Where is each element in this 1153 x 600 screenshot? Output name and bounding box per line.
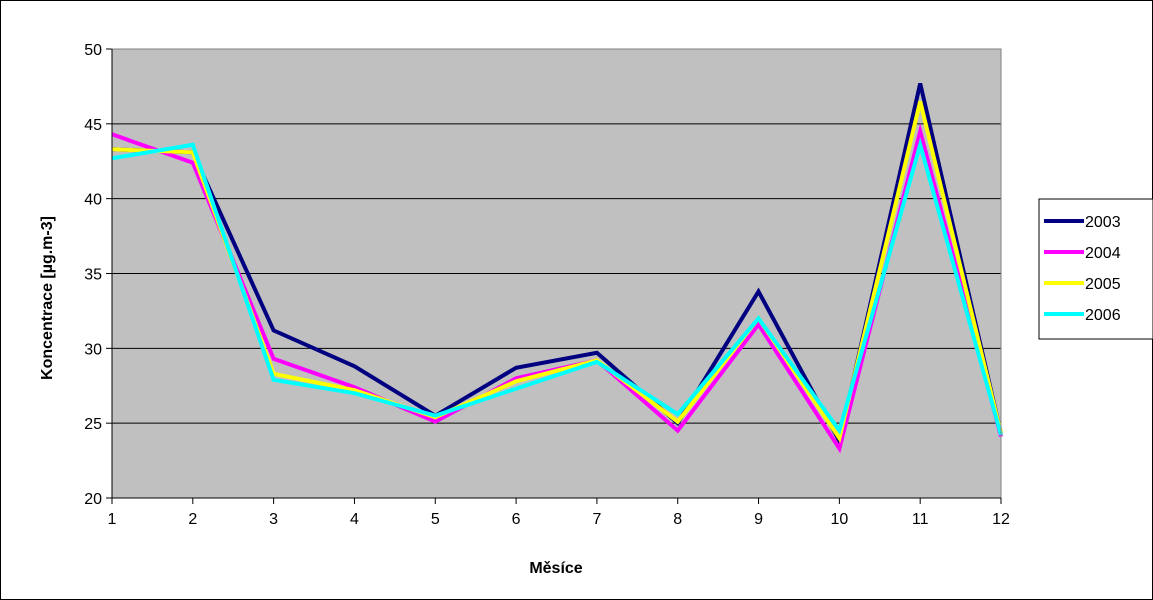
y-tick-label: 35	[84, 267, 102, 284]
x-tick-label: 2	[188, 511, 197, 528]
x-tick-label: 4	[350, 511, 359, 528]
legend-label: 2005	[1085, 276, 1121, 293]
series-line-2006	[111, 137, 1003, 436]
y-tick-label: 45	[84, 117, 102, 134]
legend-label: 2006	[1085, 307, 1121, 324]
legend-label: 2004	[1085, 245, 1121, 262]
x-tick-labels: 1 2 3 4 5 6 7 8 9 10 11 12	[108, 511, 1010, 528]
x-tick-label: 11	[912, 511, 929, 528]
x-tick-label: 12	[992, 511, 1010, 528]
y-axis-title: Koncentrace [µg.m-3]	[39, 216, 56, 380]
y-tick-label: 40	[84, 192, 102, 209]
y-tick-label: 30	[84, 341, 102, 358]
x-axis-title: Měsíce	[529, 560, 582, 577]
axes	[106, 48, 1002, 504]
x-tick-label: 8	[673, 511, 682, 528]
x-tick-label: 7	[592, 511, 601, 528]
x-tick-label: 9	[754, 511, 763, 528]
x-tick-label: 5	[431, 511, 440, 528]
x-tick-label: 1	[108, 511, 117, 528]
x-tick-label: 3	[269, 511, 278, 528]
x-tick-label: 6	[512, 511, 521, 528]
y-tick-labels: 20 25 30 35 40 45 50	[84, 42, 102, 508]
x-tick-label: 10	[830, 511, 848, 528]
series-group	[111, 82, 1003, 454]
y-tick-label: 50	[84, 42, 102, 59]
y-tick-label: 25	[84, 416, 102, 433]
legend: 2003 2004 2005 2006	[1038, 198, 1153, 340]
legend-label: 2003	[1085, 214, 1121, 231]
y-tick-label: 20	[84, 491, 102, 508]
